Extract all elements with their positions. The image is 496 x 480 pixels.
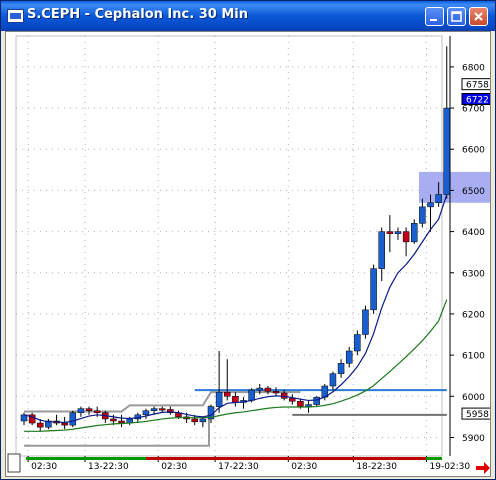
chart-area[interactable]: 5900 6000 6100 6200 6300 6400 6500 6600 6700 6800… (5, 31, 496, 477)
fast-moving-average (23, 194, 448, 424)
candle-body (313, 396, 320, 405)
highlight-band (419, 171, 496, 203)
scroll-right-arrow-icon[interactable] (476, 462, 490, 474)
candle-body (386, 231, 394, 234)
candle-body (110, 418, 117, 422)
candle-body (410, 223, 418, 243)
price-marker-label: 6758 (466, 81, 489, 91)
candle-body (248, 389, 255, 401)
candle-body (435, 194, 442, 204)
session-strip (306, 457, 426, 460)
candle-body (37, 422, 44, 428)
candle-body (28, 414, 36, 424)
candle-body (45, 420, 52, 428)
candle-body (362, 309, 369, 335)
candle-body (118, 420, 125, 424)
close-button[interactable] (469, 7, 488, 26)
reference-lines (24, 171, 496, 447)
time-tick-label: 02:30 (31, 462, 57, 472)
candles (20, 46, 451, 432)
price-tick-label: 6100 (462, 352, 485, 362)
candle-body (191, 418, 198, 423)
candle-body (289, 398, 296, 402)
candle-body (394, 231, 402, 234)
candle-body (443, 107, 451, 195)
price-tick-label: 6700 (462, 105, 485, 115)
candle-body (337, 363, 345, 374)
scroll-start-box[interactable] (7, 453, 21, 473)
candle-body (150, 408, 158, 411)
candle-body (77, 408, 85, 414)
time-tick-label: 13-22:30 (88, 462, 129, 472)
candle-body (402, 231, 410, 243)
candle-body (329, 373, 337, 387)
candle-body (232, 396, 239, 403)
candle-body (215, 391, 223, 407)
session-strip (26, 457, 146, 460)
candle-body (158, 408, 166, 411)
session-strip (146, 457, 191, 460)
candle-body (272, 391, 280, 394)
candle-body (427, 202, 434, 208)
price-tick-label: 6000 (462, 393, 485, 403)
candle-body (345, 350, 353, 364)
candle-body (93, 410, 101, 414)
candle-body (297, 400, 304, 407)
candle-body (305, 404, 312, 407)
chart-app-icon (7, 9, 24, 23)
session-strip (426, 457, 442, 460)
candle-body (354, 334, 361, 352)
candle-body (256, 387, 264, 391)
price-markers: 6758 6722 5958 (461, 78, 493, 420)
price-tick-label: 6800 (462, 63, 485, 73)
close-icon (474, 12, 483, 21)
price-marker-label: 6722 (466, 96, 489, 106)
price-tick-label: 6300 (462, 269, 485, 279)
time-axis: 02:30 13-22:30 02:30 17-22:30 02:30 18-22:30 1… (26, 456, 470, 472)
plot-border (15, 35, 443, 457)
price-tick-label: 6500 (462, 187, 485, 197)
moving-averages (23, 194, 448, 432)
candle-body (85, 408, 93, 411)
price-axis: 5900 6000 6100 6200 6300 6400 6500 6600 6700 6800 (449, 36, 485, 456)
candle-body (419, 206, 426, 224)
candle-body (199, 418, 207, 423)
candle-body (167, 409, 174, 414)
scroll-controls (7, 453, 490, 474)
time-tick-label: 02:30 (291, 462, 317, 472)
price-tick-label: 6200 (462, 310, 485, 320)
time-tick-label: 02:30 (161, 462, 187, 472)
price-chart[interactable]: 5900 6000 6100 6200 6300 6400 6500 6600 6700 6800… (6, 32, 496, 476)
candle-body (69, 412, 77, 426)
session-strip (191, 457, 306, 460)
minimize-icon (430, 19, 437, 21)
maximize-button[interactable] (447, 7, 466, 26)
time-tick-label: 17-22:30 (218, 462, 259, 472)
title-bar[interactable]: S.CEPH - Cephalon Inc. 30 Min (1, 1, 495, 31)
candle-body (378, 231, 385, 269)
maximize-icon (451, 11, 462, 22)
price-tick-label: 6600 (462, 146, 485, 156)
candle-body (224, 391, 231, 397)
candle-body (142, 410, 150, 416)
price-tick-label: 5900 (462, 434, 485, 444)
candle-body (264, 387, 272, 392)
candle-body (370, 268, 377, 311)
slow-moving-average (24, 299, 448, 432)
minimize-button[interactable] (425, 7, 444, 26)
price-tick-label: 6400 (462, 228, 485, 238)
window-title: S.CEPH - Cephalon Inc. 30 Min (27, 7, 248, 22)
price-marker-label: 5958 (466, 410, 489, 420)
time-tick-label: 19-02:30 (430, 462, 471, 472)
candle-body (61, 422, 68, 426)
time-tick-label: 18-22:30 (356, 462, 397, 472)
